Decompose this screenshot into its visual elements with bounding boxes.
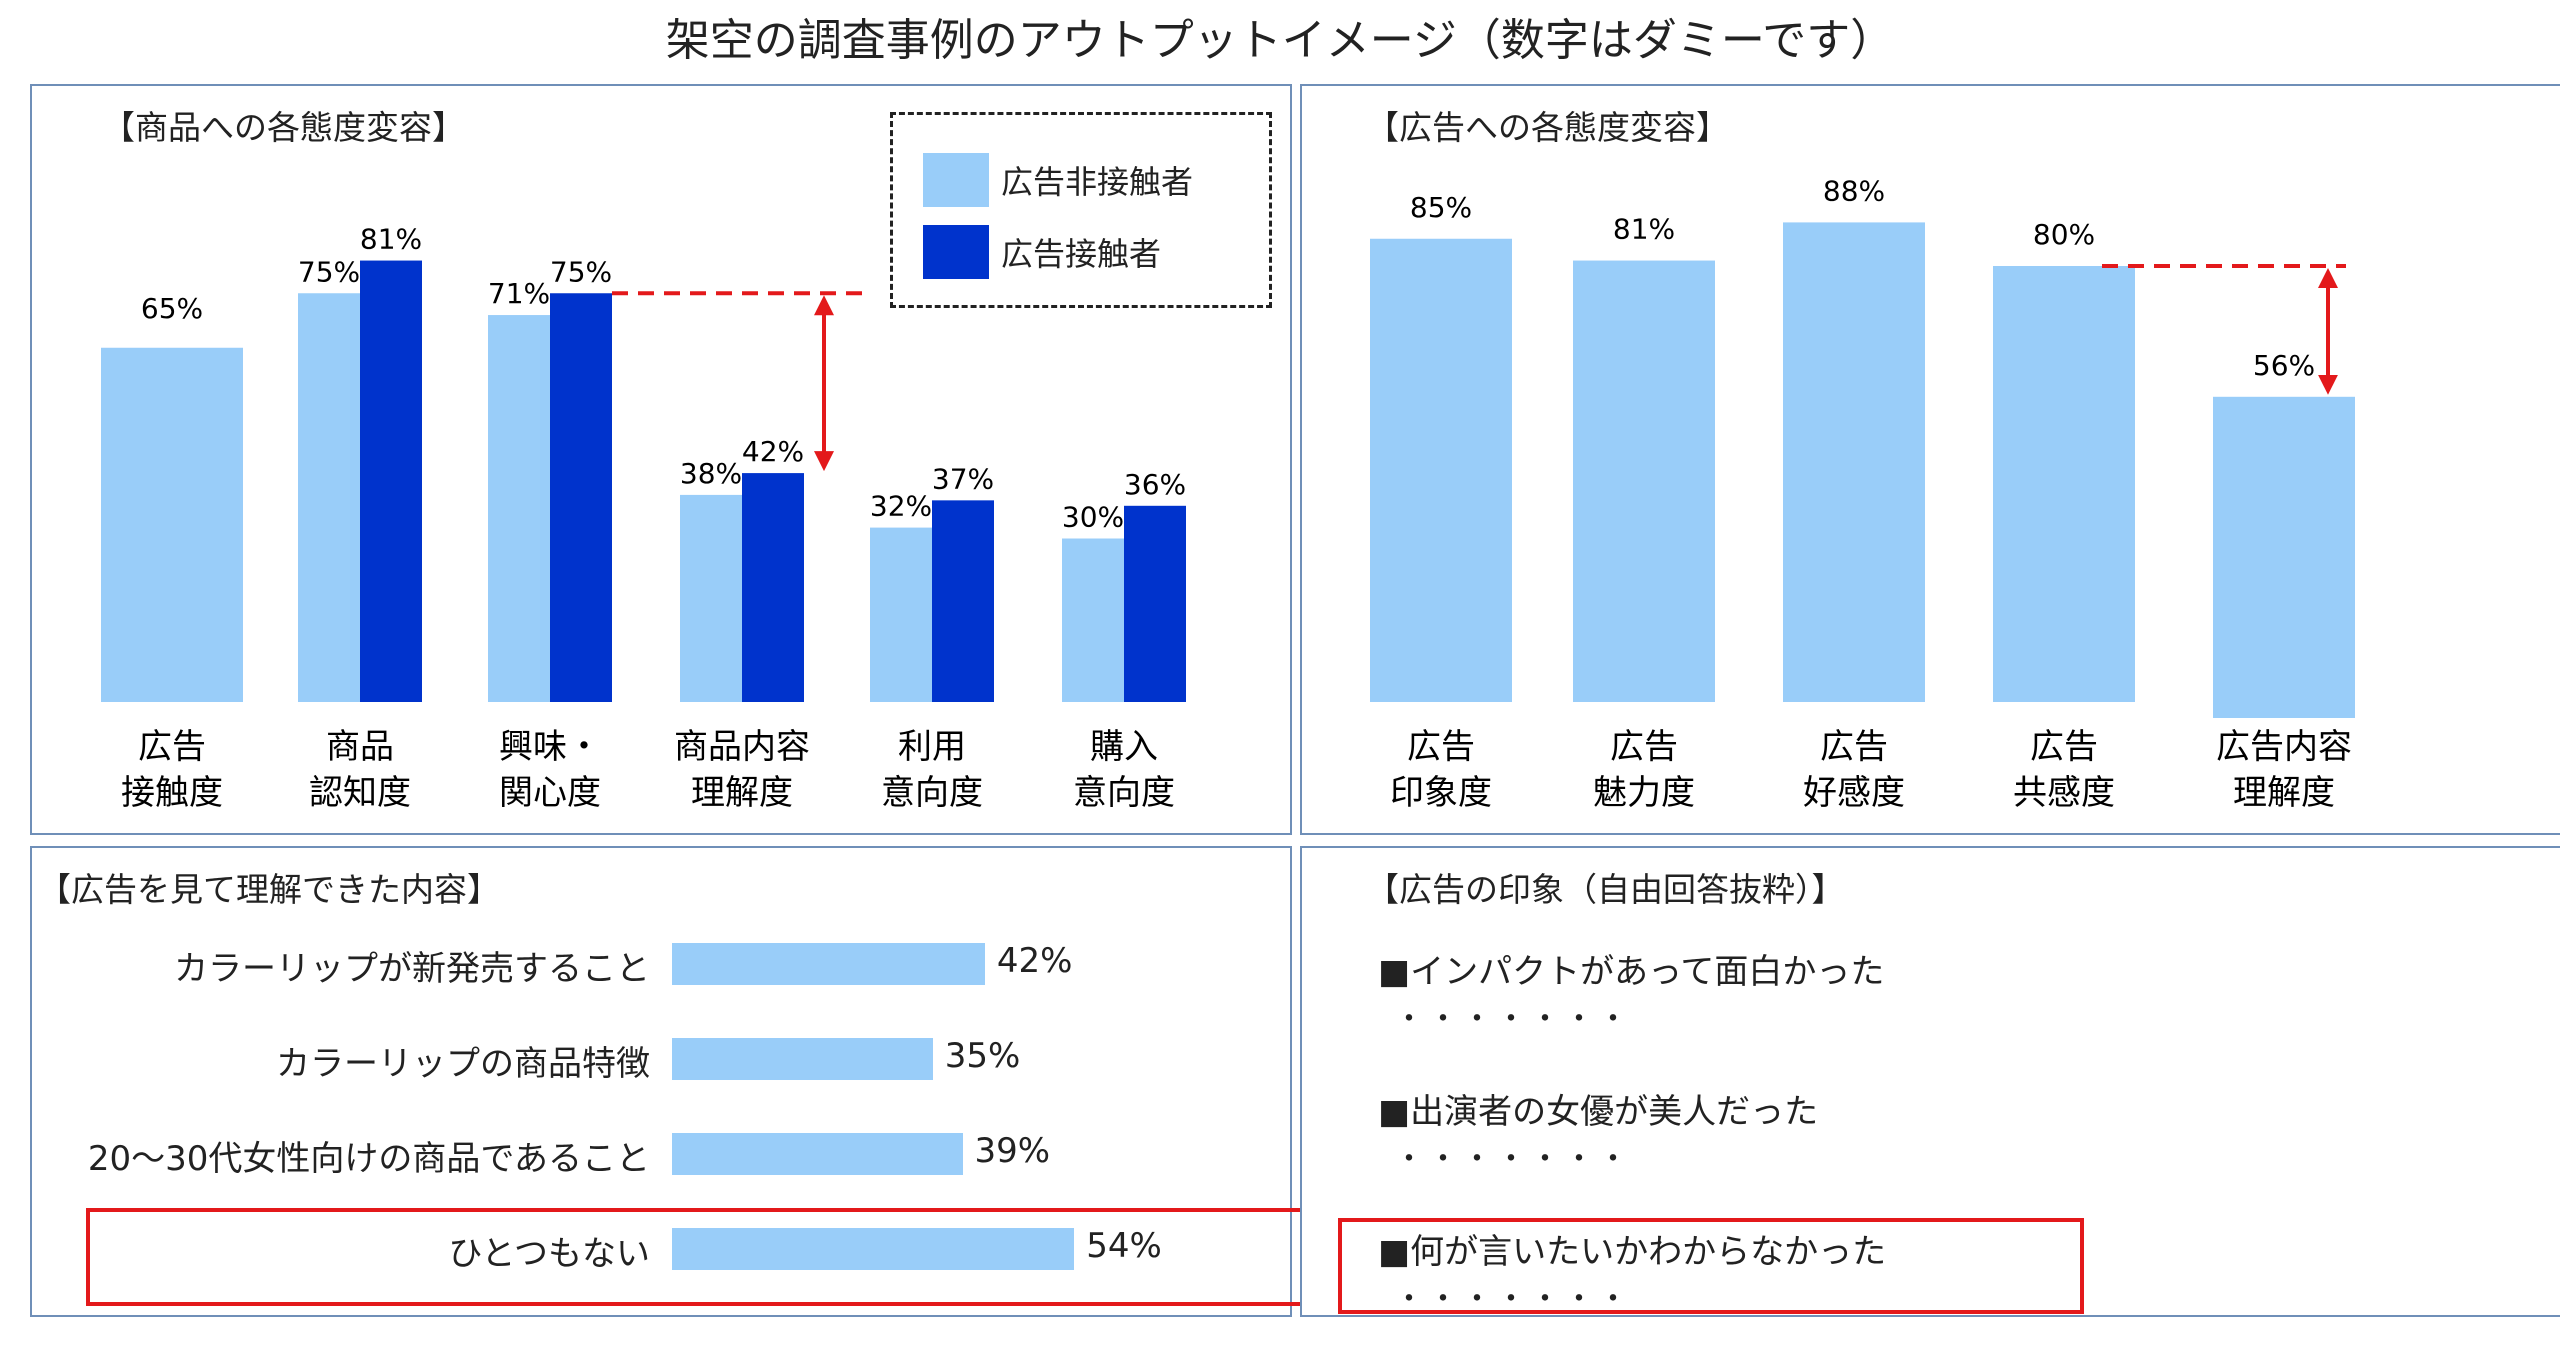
impression-dots-1: ・・・・・・・ — [1394, 1002, 1632, 1037]
value-label-exposed-2: 75% — [550, 255, 612, 288]
bar-exposed-1 — [360, 260, 422, 702]
bar-1 — [1573, 260, 1715, 702]
category-label-3-0: 商品内容 — [674, 727, 810, 767]
hbar-1 — [672, 1038, 933, 1080]
category-label-4-1: 理解度 — [2233, 773, 2335, 813]
chart3-title: 【広告を見て理解できた内容】 — [38, 870, 500, 909]
impression-item-1: ■インパクトがあって面白かった — [1378, 952, 1885, 992]
legend-swatch-light — [923, 153, 989, 207]
value-label-1: 81% — [1613, 213, 1675, 246]
chart1-title: 【商品への各態度変容】 — [102, 108, 465, 147]
legend-label-non-exposed: 広告非接触者 — [1001, 163, 1194, 201]
value-label-nonexposed-1: 75% — [298, 255, 360, 288]
value-label-nonexposed-2: 71% — [488, 277, 550, 310]
category-label-5-0: 購入 — [1090, 727, 1158, 767]
legend-item-non-exposed: 広告非接触者 — [923, 153, 1193, 207]
bar-exposed-4 — [932, 500, 994, 702]
bar-nonexposed-4 — [870, 527, 932, 702]
category-label-0-1: 接触度 — [121, 773, 223, 813]
value-label-0: 85% — [1410, 191, 1472, 224]
highlight-box-none — [86, 1208, 1320, 1306]
category-label-3-0: 広告 — [2030, 727, 2098, 767]
hbar-2 — [672, 1133, 963, 1175]
ad-attitude-panel: 【広告への各態度変容】 85% 広告印象度 81% 広告魅力度 88% 広告好感度 80% 広… — [1300, 84, 2560, 835]
value-label-exposed-1: 81% — [360, 223, 422, 256]
impression-item-3: ■何が言いたいかわからなかった — [1378, 1232, 1887, 1272]
value-label-2: 88% — [1823, 174, 1885, 207]
legend-item-exposed: 広告接触者 — [923, 225, 1161, 279]
value-label-exposed-4: 37% — [932, 462, 994, 495]
value-label-exposed-5: 36% — [1124, 468, 1186, 501]
hbar-3 — [672, 1228, 1075, 1270]
hbar-category-0: カラーリップが新発売すること — [174, 949, 650, 989]
hbar-category-2: 20～30代女性向けの商品であること — [87, 1139, 650, 1179]
value-label-nonexposed-4: 32% — [870, 490, 932, 523]
impression-item-2: ■出演者の女優が美人だった — [1378, 1092, 1819, 1132]
category-label-2-0: 興味・ — [499, 727, 601, 767]
bar-exposed-3 — [742, 473, 804, 702]
bar-nonexposed-2 — [488, 315, 550, 702]
category-label-4-0: 利用 — [898, 727, 966, 767]
understood-content-panel: 【広告を見て理解できた内容】 カラーリップが新発売すること 42% カラーリップの商… — [30, 846, 1320, 1317]
category-label-0-0: 広告 — [138, 727, 206, 767]
hbar-value-3: 54% — [1086, 1226, 1162, 1266]
category-label-2-1: 関心度 — [499, 773, 601, 813]
category-label-1-0: 広告 — [1610, 727, 1678, 767]
product-attitude-panel: 【商品への各態度変容】 65% 広告 接触度 75% 81% 商品 認知度 71% 75% 興味・… — [30, 84, 1292, 835]
legend-label-exposed: 広告接触者 — [1001, 235, 1162, 273]
value-label-3: 80% — [2033, 218, 2095, 251]
bar-exposed-5 — [1124, 505, 1186, 702]
impressions-panel: 【広告の印象（自由回答抜粋）】 ■インパクトがあって面白かった ・・・・・・・ … — [1300, 846, 2560, 1317]
category-label-0-1: 印象度 — [1390, 773, 1492, 813]
hbar-value-0: 42% — [996, 941, 1073, 981]
legend: 広告非接触者 広告接触者 — [890, 112, 1272, 308]
highlight-box-confusing — [1338, 1218, 2084, 1314]
bar-nonexposed-1 — [298, 293, 360, 702]
bar-exposed-2 — [550, 293, 612, 702]
category-label-4-1: 意向度 — [881, 773, 983, 813]
category-label-1-0: 商品 — [326, 727, 394, 767]
category-label-2-1: 好感度 — [1803, 773, 1905, 813]
page-title: 架空の調査事例のアウトプットイメージ（数字はダミーです） — [665, 15, 1895, 66]
hbar-value-2: 39% — [974, 1131, 1051, 1171]
product-attitude-chart: 65%広告接触度75%81%商品認知度71%75%興味・関心度38%42%商品内… — [101, 223, 1186, 813]
category-label-3-1: 理解度 — [691, 773, 793, 813]
bar-2 — [1783, 222, 1925, 702]
value-label-nonexposed-3: 38% — [680, 457, 742, 490]
category-label-3-1: 共感度 — [2013, 773, 2115, 813]
bar-nonexposed-3 — [680, 494, 742, 702]
category-label-1-1: 魅力度 — [1593, 773, 1695, 813]
hbar-value-1: 35% — [944, 1036, 1021, 1076]
category-label-5-1: 意向度 — [1073, 773, 1175, 813]
bar-3 — [1993, 266, 2135, 702]
bar-4 — [2213, 396, 2355, 718]
impressions-title: 【広告の印象（自由回答抜粋）】 — [1366, 870, 1845, 909]
category-label-1-1: 認知度 — [309, 773, 411, 813]
chart2-title: 【広告への各態度変容】 — [1366, 108, 1729, 147]
value-label-nonexposed-5: 30% — [1062, 501, 1124, 534]
bar-nonexposed-5 — [1062, 538, 1124, 702]
legend-swatch-dark — [923, 225, 989, 279]
impression-dots-2: ・・・・・・・ — [1394, 1142, 1632, 1177]
category-label-0-0: 広告 — [1407, 727, 1475, 767]
hbar-category-3: ひとつもない — [448, 1234, 650, 1274]
value-label-nonexposed-0: 65% — [141, 292, 203, 325]
hbar-0 — [672, 943, 985, 985]
value-label-exposed-3: 42% — [742, 435, 804, 468]
category-label-4-0: 広告内容 — [2216, 727, 2352, 767]
bar-nonexposed-0 — [101, 347, 243, 702]
hbar-category-1: カラーリップの商品特徴 — [276, 1044, 650, 1084]
category-label-2-0: 広告 — [1820, 727, 1888, 767]
bar-0 — [1370, 238, 1512, 702]
value-label-4: 56% — [2253, 349, 2315, 382]
